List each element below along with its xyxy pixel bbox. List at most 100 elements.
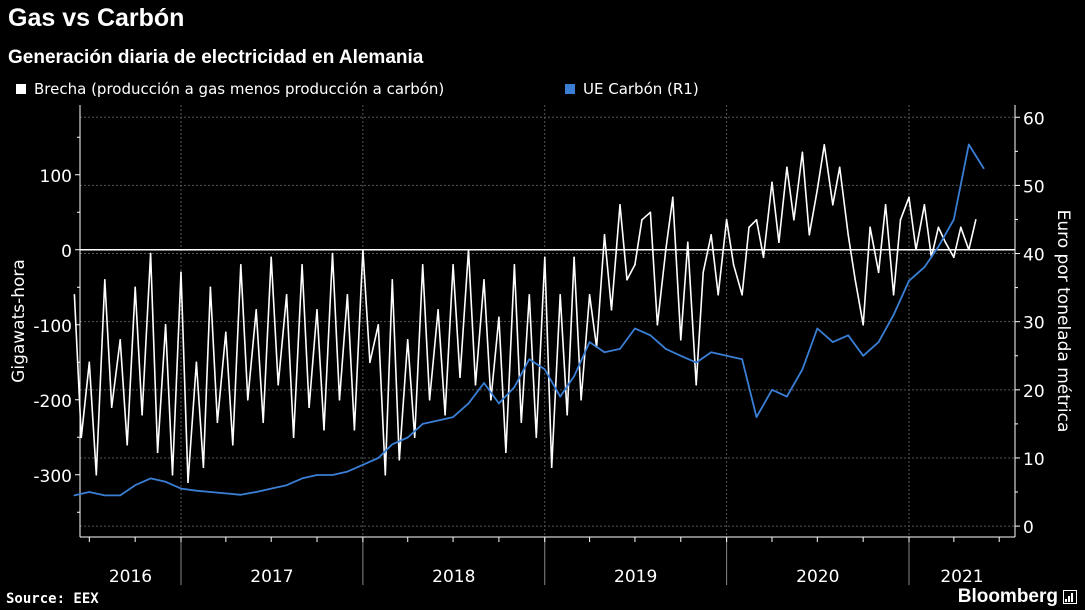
data-point-brecha: [778, 241, 780, 244]
x-axis-tick-label: 2017: [250, 567, 293, 587]
data-point-brecha: [180, 271, 182, 274]
data-point-brecha: [710, 233, 712, 236]
data-point-brecha: [908, 196, 910, 199]
data-point-brecha: [603, 233, 606, 236]
data-point-brecha: [808, 233, 811, 236]
data-point-brecha: [672, 196, 674, 199]
right-axis-tick-label: 10: [1023, 450, 1045, 470]
data-point-brecha: [377, 323, 380, 326]
data-point-ue-carbon: [937, 245, 940, 248]
right-axis-tick-label: 20: [1023, 382, 1045, 402]
data-point-brecha: [103, 278, 106, 281]
data-point-ue-carbon: [483, 382, 485, 384]
data-point-brecha: [762, 256, 765, 259]
data-point-brecha: [634, 263, 636, 266]
data-point-brecha: [974, 218, 977, 221]
data-point-ue-carbon: [406, 436, 409, 439]
data-point-ue-carbon: [831, 341, 834, 343]
data-point-ue-carbon: [391, 443, 394, 446]
data-point-ue-carbon: [725, 354, 728, 357]
data-point-ue-carbon: [967, 143, 970, 146]
data-point-brecha: [528, 293, 531, 296]
data-point-brecha: [656, 323, 659, 326]
legend-swatch-blue: [565, 84, 575, 94]
data-point-ue-carbon: [801, 368, 804, 371]
data-point-brecha: [134, 286, 136, 289]
data-point-brecha: [467, 248, 470, 251]
data-point-brecha: [141, 413, 143, 416]
data-point-brecha: [346, 293, 349, 296]
data-point-brecha: [619, 203, 621, 206]
x-axis-tick-label: 2019: [614, 567, 657, 587]
data-point-ue-carbon: [741, 358, 743, 360]
data-point-brecha: [823, 143, 826, 146]
data-point-brecha: [838, 166, 841, 169]
data-point-brecha: [164, 323, 167, 326]
data-point-brecha: [437, 308, 439, 311]
data-point-brecha: [665, 248, 667, 251]
data-point-brecha: [686, 241, 689, 244]
data-point-brecha: [732, 263, 735, 266]
data-point-brecha: [505, 451, 507, 454]
data-point-brecha: [741, 293, 743, 296]
data-point-brecha: [892, 293, 895, 296]
data-point-brecha: [80, 436, 83, 439]
data-point-brecha: [413, 436, 416, 439]
data-point-brecha: [847, 233, 850, 236]
legend-item-brecha: Brecha (producción a gas menos producció…: [16, 80, 444, 98]
data-point-brecha: [559, 293, 561, 296]
data-point-ue-carbon: [862, 354, 864, 357]
left-axis-tick-label: -300: [33, 467, 72, 487]
data-point-ue-carbon: [316, 474, 318, 476]
left-axis-tick-label: 0: [61, 242, 72, 262]
data-point-ue-carbon: [755, 416, 758, 418]
data-point-brecha: [474, 383, 477, 386]
data-point-brecha: [573, 256, 575, 259]
data-point-brecha: [353, 428, 356, 431]
legend-swatch-white: [16, 84, 26, 94]
data-point-ue-carbon: [603, 351, 606, 354]
brand-name: Bloomberg: [957, 586, 1058, 607]
data-point-brecha: [246, 398, 249, 401]
data-point-brecha: [119, 338, 122, 341]
right-axis-tick-label: 0: [1023, 518, 1034, 538]
series-line-ue-carbon: [74, 143, 985, 497]
data-point-brecha: [748, 226, 750, 229]
data-point-ue-carbon: [88, 491, 91, 493]
source-note: Source: EEX: [6, 591, 99, 607]
data-point-ue-carbon: [301, 477, 303, 480]
data-point-brecha: [490, 398, 492, 401]
data-point-ue-carbon: [209, 491, 212, 493]
legend-item-ue-carbon: UE Carbón (R1): [565, 80, 699, 98]
bloomberg-chart-icon: [1063, 590, 1077, 604]
data-point-brecha: [239, 263, 242, 266]
data-point-ue-carbon: [513, 386, 516, 388]
data-point-ue-carbon: [953, 218, 955, 221]
left-axis-label: Gigawats-hora: [9, 259, 29, 383]
x-axis-tick-label: 2021: [940, 567, 983, 587]
data-point-ue-carbon: [619, 348, 621, 350]
data-point-brecha: [88, 361, 91, 364]
data-point-brecha: [610, 308, 613, 311]
data-point-ue-carbon: [679, 354, 682, 357]
data-point-ue-carbon: [771, 389, 773, 391]
data-point-ue-carbon: [877, 341, 880, 343]
data-point-brecha: [262, 421, 265, 424]
right-axis-tick-label: 60: [1023, 109, 1045, 129]
data-point-brecha: [225, 331, 227, 334]
data-point-brecha: [498, 316, 500, 319]
data-point-brecha: [308, 406, 310, 409]
data-point-ue-carbon: [180, 487, 182, 490]
data-point-brecha: [543, 256, 546, 259]
data-point-brecha: [316, 308, 318, 311]
data-point-brecha: [641, 218, 643, 221]
data-point-ue-carbon: [695, 361, 698, 364]
data-point-brecha: [801, 151, 804, 154]
data-point-brecha: [126, 443, 128, 446]
data-point-brecha: [171, 473, 174, 476]
data-point-brecha: [535, 436, 538, 439]
bloomberg-logo: Bloomberg: [958, 586, 1077, 608]
data-point-brecha: [406, 338, 409, 341]
data-point-ue-carbon: [73, 494, 76, 497]
data-point-brecha: [277, 383, 279, 386]
